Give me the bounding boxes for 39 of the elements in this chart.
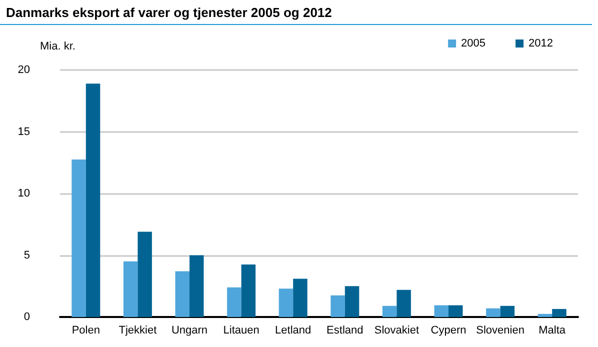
chart-title: Danmarks eksport af varer og tjenester 2005 og 2012 <box>0 0 592 25</box>
bar <box>552 308 566 317</box>
y-axis-title: Mia. kr. <box>40 40 76 52</box>
x-tick-label: Slovenien <box>476 324 524 336</box>
x-tick-label: Cypern <box>430 324 466 336</box>
x-tick-label: Letland <box>275 324 312 336</box>
x-tick-label: Tjekkiet <box>118 324 157 336</box>
x-tick-label: Slovakiet <box>374 324 420 336</box>
legend-label: 2012 <box>528 38 554 50</box>
bar <box>278 288 294 317</box>
legend-label: 2005 <box>461 38 486 50</box>
bar <box>123 261 138 317</box>
x-tick-label: Estland <box>326 324 364 336</box>
bar <box>330 295 345 317</box>
y-tick-label: 15 <box>18 126 30 138</box>
bar <box>396 290 411 317</box>
bar <box>486 308 500 317</box>
x-tick-label: Ungarn <box>171 324 208 336</box>
bar <box>293 278 308 317</box>
bar <box>72 160 86 317</box>
x-tick-label: Litauen <box>223 324 260 336</box>
bar <box>86 84 100 317</box>
bar <box>241 264 256 317</box>
bar <box>434 305 448 317</box>
x-tick-label: Polen <box>72 324 100 336</box>
bar <box>448 305 463 317</box>
bar <box>382 306 397 317</box>
bar <box>538 314 552 317</box>
bar <box>344 286 360 317</box>
y-tick-label: 5 <box>24 249 30 262</box>
bar <box>190 255 204 317</box>
y-tick-label: 20 <box>18 64 30 76</box>
bar <box>500 306 515 317</box>
x-tick-label: Malta <box>538 324 566 336</box>
bar <box>227 287 242 317</box>
bar <box>175 271 190 317</box>
y-tick-label: 10 <box>18 188 30 200</box>
y-tick-label: 0 <box>24 311 30 323</box>
bar <box>138 232 152 317</box>
